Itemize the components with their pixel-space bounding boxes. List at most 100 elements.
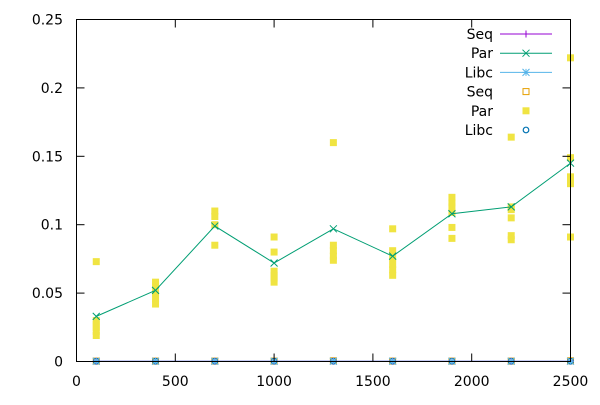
legend-item: Par	[471, 46, 552, 62]
data-point	[211, 207, 219, 215]
data-point-shape	[270, 267, 278, 275]
data-point-shape	[389, 266, 397, 274]
data-point-shape	[448, 193, 456, 201]
data-point	[92, 323, 100, 331]
data-point-shape	[210, 222, 219, 230]
data-point	[211, 212, 219, 220]
legend-marker-shape	[522, 68, 530, 77]
data-point-shape	[448, 234, 456, 242]
data-point-shape	[270, 248, 278, 256]
series-line-path	[96, 162, 571, 317]
data-point	[448, 234, 456, 242]
data-point	[152, 278, 160, 286]
legend-label: Seq	[467, 85, 493, 101]
data-point-shape	[211, 221, 219, 229]
legend-item: Par	[471, 104, 530, 120]
legend: Seq Par Libc Seq Par Libc	[465, 27, 552, 139]
data-point-shape	[152, 278, 160, 286]
legend-marker-shape	[522, 49, 530, 58]
data-point	[210, 222, 219, 230]
data-point	[448, 223, 456, 231]
data-point	[507, 214, 515, 222]
data-point	[329, 247, 337, 255]
legend-label: Par	[471, 104, 493, 120]
data-point-shape	[211, 241, 219, 249]
data-point-shape	[92, 327, 100, 335]
legend-marker-shape	[522, 126, 530, 134]
data-point	[270, 259, 278, 267]
legend-marker-shape	[522, 107, 530, 115]
y-tick-label: 0.1	[41, 218, 63, 234]
legend-marker-shape	[522, 88, 530, 96]
data-point-shape	[151, 286, 160, 295]
data-point	[329, 256, 337, 264]
data-point-shape	[507, 236, 515, 244]
data-point	[92, 327, 100, 335]
data-point	[507, 133, 515, 141]
data-point-shape	[507, 214, 515, 222]
data-point	[507, 203, 516, 211]
data-point-shape	[152, 300, 160, 308]
data-point-shape	[329, 224, 338, 233]
x-tick-label: 1500	[355, 374, 391, 390]
data-point	[92, 332, 100, 340]
marks-layer	[92, 54, 575, 366]
data-point	[270, 274, 278, 282]
series-points-par	[92, 54, 574, 340]
legend-item: Libc	[465, 65, 552, 81]
data-point-shape	[507, 203, 516, 211]
data-point	[448, 209, 456, 218]
data-point	[152, 300, 160, 308]
data-point	[389, 247, 397, 255]
y-tick-label: 0.2	[41, 81, 63, 97]
legend-marker	[522, 88, 530, 96]
data-point-shape	[448, 223, 456, 231]
data-point	[329, 139, 337, 147]
data-point-shape	[152, 282, 160, 290]
data-point-shape	[448, 208, 456, 216]
data-point	[329, 241, 337, 249]
data-point	[152, 295, 160, 303]
data-point-shape	[389, 271, 397, 279]
data-point-shape	[211, 207, 219, 215]
data-point-shape	[270, 233, 278, 241]
data-point	[448, 208, 456, 216]
data-point-shape	[329, 252, 337, 260]
legend-item: Seq	[467, 27, 552, 43]
data-point-shape	[92, 332, 100, 340]
legend-label: Libc	[465, 65, 493, 81]
data-point-shape	[329, 247, 337, 255]
data-point	[389, 271, 397, 279]
data-point	[507, 206, 515, 214]
data-point-shape	[211, 212, 219, 220]
data-point	[448, 199, 456, 207]
ticks-layer: 0 500 1000 1500 2000 2500 0 0.05 0.1 0.15 0.2 0.25	[32, 13, 588, 391]
data-point	[270, 233, 278, 241]
plot-frame	[76, 19, 571, 362]
data-point-shape	[329, 241, 337, 249]
data-point	[92, 258, 100, 266]
data-point-shape	[388, 252, 397, 261]
legend-item: Seq	[467, 85, 530, 101]
data-point	[507, 232, 515, 240]
data-point-shape	[270, 274, 278, 282]
data-point	[270, 248, 278, 256]
legend-marker	[522, 30, 530, 38]
data-point-shape	[507, 232, 515, 240]
data-point-shape	[329, 256, 337, 264]
data-point	[152, 282, 160, 290]
x-tick-label: 2000	[454, 374, 490, 390]
data-point	[389, 254, 397, 262]
data-point-shape	[507, 206, 515, 214]
data-point	[211, 241, 219, 249]
data-point	[270, 278, 278, 286]
legend-marker	[522, 107, 530, 115]
data-point-shape	[92, 258, 100, 266]
data-point	[448, 203, 456, 211]
data-point	[92, 312, 101, 321]
data-point	[151, 286, 160, 295]
series-line-par	[92, 159, 575, 321]
data-point	[448, 193, 456, 201]
data-point-shape	[389, 260, 397, 268]
legend-marker	[522, 49, 530, 58]
